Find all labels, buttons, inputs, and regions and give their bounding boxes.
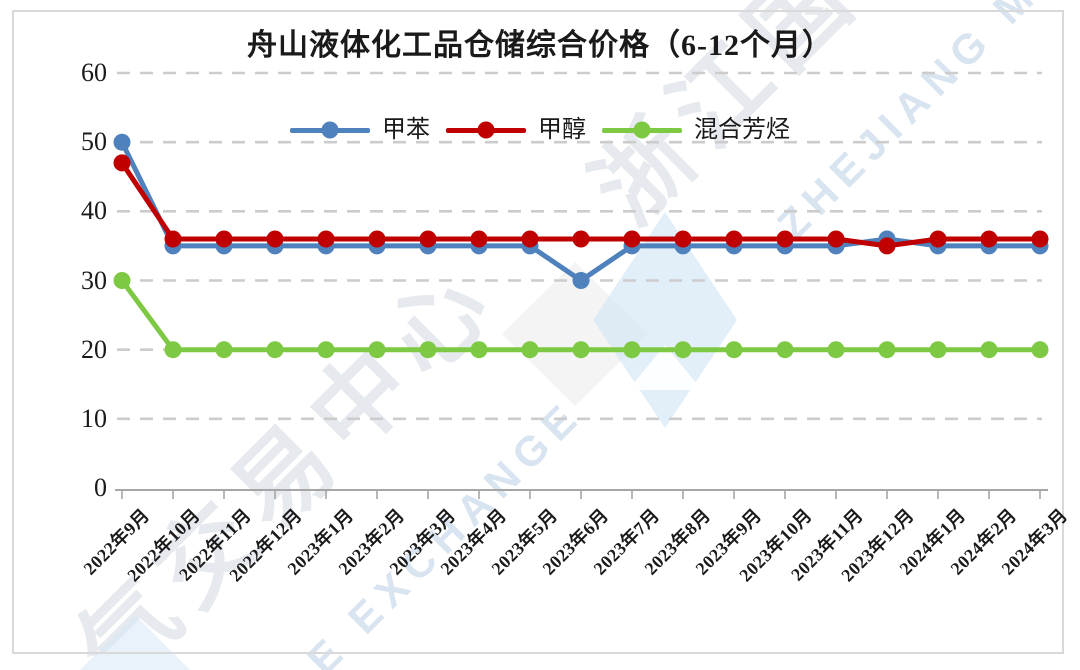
data-point-mixed-aromatics-2022年10月 bbox=[164, 341, 182, 359]
data-point-mixed-aromatics-2023年11月 bbox=[827, 341, 845, 359]
y-axis-tick-label-30: 30 bbox=[81, 266, 107, 295]
legend-marker-dot bbox=[633, 121, 651, 139]
data-point-methanol-2023年8月 bbox=[674, 230, 692, 248]
y-axis-tick-label-0: 0 bbox=[94, 473, 107, 502]
legend-item-mixed-aromatics: 混合芳烃 bbox=[602, 116, 790, 144]
data-point-mixed-aromatics-2023年10月 bbox=[776, 341, 794, 359]
data-point-methanol-2023年7月 bbox=[623, 230, 641, 248]
legend-label-mixed-aromatics: 混合芳烃 bbox=[694, 117, 790, 143]
data-point-methanol-2022年12月 bbox=[266, 230, 284, 248]
watermark-logo-corner-diamond bbox=[80, 615, 190, 670]
chart-legend: 甲苯 甲醇 混合芳烃 bbox=[0, 116, 1080, 144]
legend-item-toluene: 甲苯 bbox=[290, 116, 430, 144]
data-point-methanol-2023年10月 bbox=[776, 230, 794, 248]
data-point-toluene-2022年9月 bbox=[113, 133, 131, 151]
data-point-mixed-aromatics-2023年2月 bbox=[368, 341, 386, 359]
data-point-methanol-2023年3月 bbox=[419, 230, 437, 248]
data-point-methanol-2023年6月 bbox=[572, 230, 590, 248]
data-point-methanol-2024年2月 bbox=[980, 230, 998, 248]
y-axis-tick-label-40: 40 bbox=[81, 196, 107, 225]
data-point-mixed-aromatics-2023年6月 bbox=[572, 341, 590, 359]
legend-line-marker-methanol bbox=[446, 121, 526, 139]
y-axis-tick-label-50: 50 bbox=[81, 127, 107, 156]
data-point-mixed-aromatics-2023年5月 bbox=[521, 341, 539, 359]
data-point-mixed-aromatics-2023年4月 bbox=[470, 341, 488, 359]
data-point-methanol-2023年11月 bbox=[827, 230, 845, 248]
y-axis-tick-label-60: 60 bbox=[81, 58, 107, 87]
data-point-toluene-2023年6月 bbox=[572, 272, 590, 289]
legend-line-marker-mixed-aromatics bbox=[602, 121, 682, 139]
data-point-methanol-2024年1月 bbox=[929, 230, 947, 248]
data-point-methanol-2023年12月 bbox=[878, 237, 896, 255]
data-point-methanol-2023年5月 bbox=[521, 230, 539, 248]
data-point-methanol-2023年1月 bbox=[317, 230, 335, 248]
data-point-methanol-2023年4月 bbox=[470, 230, 488, 248]
data-point-mixed-aromatics-2022年12月 bbox=[266, 341, 284, 359]
data-point-mixed-aromatics-2023年1月 bbox=[317, 341, 335, 359]
y-axis-tick-label-20: 20 bbox=[81, 335, 107, 364]
y-axis-tick-label-10: 10 bbox=[81, 404, 107, 433]
data-point-mixed-aromatics-2022年9月 bbox=[113, 272, 131, 289]
data-point-methanol-2024年3月 bbox=[1031, 230, 1049, 248]
legend-marker-dot bbox=[321, 121, 339, 139]
data-point-methanol-2022年9月 bbox=[113, 154, 131, 172]
data-point-methanol-2022年11月 bbox=[215, 230, 233, 248]
data-point-mixed-aromatics-2024年1月 bbox=[929, 341, 947, 359]
data-point-mixed-aromatics-2023年3月 bbox=[419, 341, 437, 359]
data-point-mixed-aromatics-2023年12月 bbox=[878, 341, 896, 359]
data-point-mixed-aromatics-2023年7月 bbox=[623, 341, 641, 359]
legend-label-methanol: 甲醇 bbox=[538, 117, 586, 143]
data-point-mixed-aromatics-2024年3月 bbox=[1031, 341, 1049, 359]
watermark-logo-arrow bbox=[628, 345, 702, 390]
chart-title: 舟山液体化工品仓储综合价格（6-12个月） bbox=[247, 29, 833, 62]
data-point-methanol-2023年2月 bbox=[368, 230, 386, 248]
watermark-logo-blue-diamond bbox=[593, 212, 737, 428]
data-point-mixed-aromatics-2023年8月 bbox=[674, 341, 692, 359]
legend-marker-dot bbox=[477, 121, 495, 139]
data-point-mixed-aromatics-2023年9月 bbox=[725, 341, 743, 359]
data-point-methanol-2022年10月 bbox=[164, 230, 182, 248]
legend-line-marker-toluene bbox=[290, 121, 370, 139]
legend-item-methanol: 甲醇 bbox=[446, 116, 586, 144]
legend-label-toluene: 甲苯 bbox=[382, 117, 430, 143]
data-point-mixed-aromatics-2024年2月 bbox=[980, 341, 998, 359]
data-point-mixed-aromatics-2022年11月 bbox=[215, 341, 233, 359]
data-point-methanol-2023年9月 bbox=[725, 230, 743, 248]
